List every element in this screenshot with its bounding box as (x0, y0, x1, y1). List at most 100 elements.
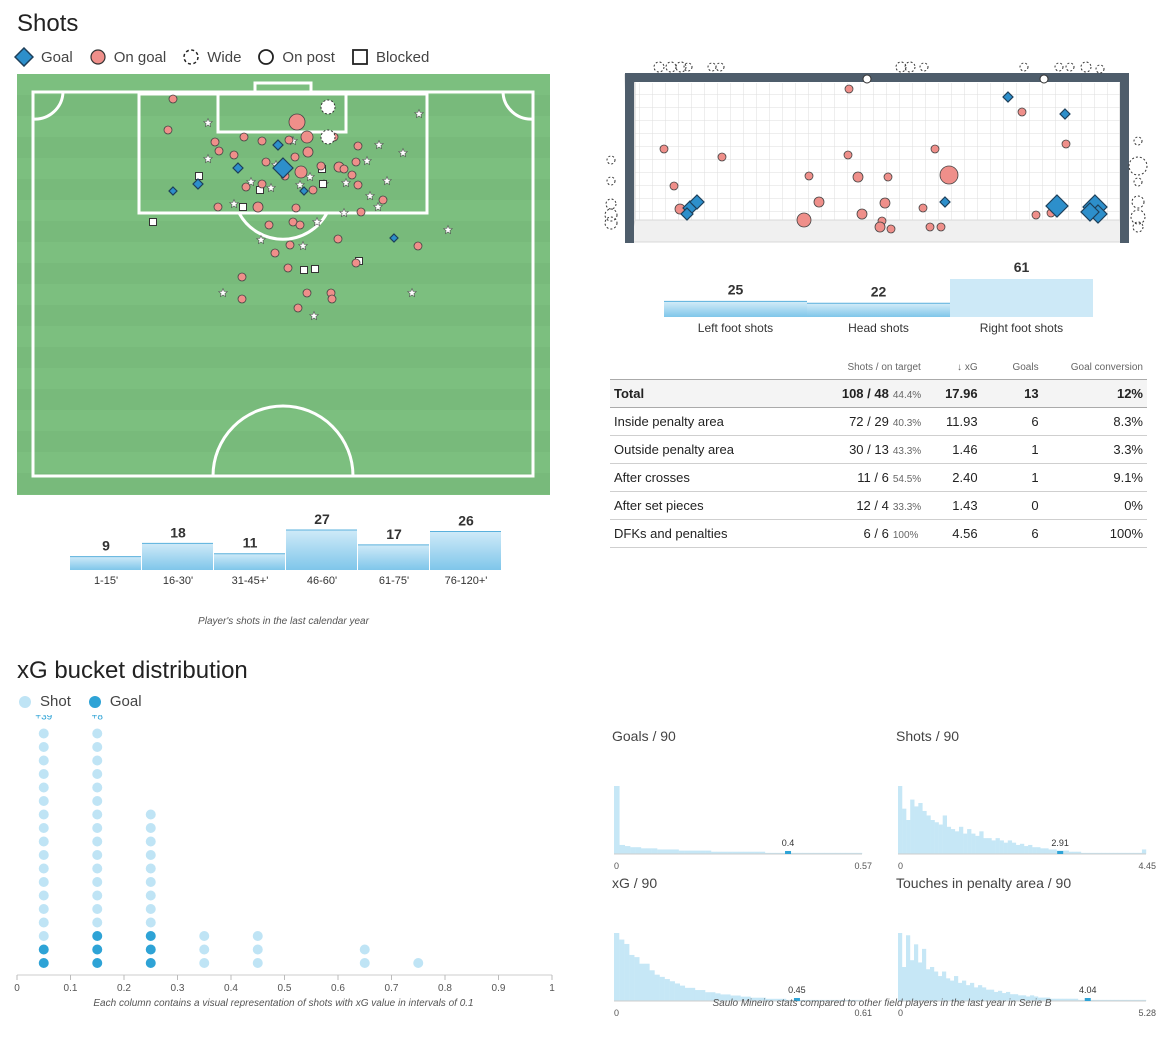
histogram-bar (755, 997, 761, 1001)
histogram-bar (826, 999, 832, 1001)
histogram-bar (898, 933, 903, 1001)
on-goal-shot-marker (288, 113, 306, 131)
table-row[interactable]: After crosses 11 / 6 54.5% 2.40 1 9.1% (610, 463, 1147, 492)
histogram-bar (700, 850, 706, 854)
histogram-bar (938, 824, 943, 854)
histogram-bar (1006, 991, 1011, 1001)
on-goal-shot-marker (669, 181, 679, 191)
histogram-bar (995, 838, 1000, 854)
xg-shot-dot (38, 742, 49, 752)
histogram-bar (978, 985, 983, 1001)
time-bar[interactable] (286, 530, 357, 570)
legend-blocked[interactable]: Blocked (351, 48, 429, 66)
on-target-pct: 100% (892, 530, 919, 541)
histogram-bar (922, 948, 927, 1001)
table-row[interactable]: Outside penalty area 30 / 13 43.3% 1.46 1 3.3… (610, 435, 1147, 464)
xg-tick-label: 0 (14, 983, 20, 994)
time-bar[interactable] (430, 531, 501, 570)
time-bar-label: 76-120+' (445, 575, 488, 587)
xg-shot-dot (92, 877, 103, 887)
xg-shot-dot (92, 769, 103, 779)
histogram-bar (705, 850, 712, 854)
wide-shot-marker (406, 287, 418, 298)
on-goal-shot-marker (936, 222, 946, 232)
table-row[interactable]: Inside penalty area 72 / 29 40.3% 11.93 6 8.3… (610, 407, 1147, 436)
histogram-bar (918, 803, 923, 854)
xg-overflow-label: +39 (35, 715, 52, 723)
legend-goal[interactable]: Goal (14, 47, 73, 67)
histogram-bar (1014, 994, 1019, 1001)
xg-shot-dot (38, 836, 49, 847)
legend-shot[interactable]: Shot (17, 693, 71, 710)
time-bar-value: 26 (458, 512, 474, 528)
table-row[interactable]: DFKs and penalties 6 / 6 100% 4.56 6 100% (610, 519, 1147, 548)
histogram-bar (679, 985, 686, 1001)
on-goal-shot-marker (327, 294, 337, 304)
on-goal-shot-marker (925, 222, 935, 232)
dot-dark-icon (88, 695, 101, 708)
time-bar[interactable] (70, 556, 141, 570)
col-shots-on-target[interactable]: Shots / on target (847, 362, 921, 373)
foot-bar[interactable] (807, 303, 950, 317)
histogram-bar (1094, 999, 1099, 1001)
on-goal-shot-marker (213, 202, 223, 212)
histogram-bar (651, 848, 658, 854)
time-bar[interactable] (214, 553, 285, 570)
on-goal-shot-marker (843, 150, 853, 160)
histogram-bar (1058, 998, 1063, 1001)
col-conversion[interactable]: Goal conversion (1070, 362, 1143, 373)
legend-goal-dot[interactable]: Goal (87, 693, 142, 710)
wide-shot-marker (320, 129, 336, 145)
histogram-bar (721, 851, 728, 854)
histogram-bar (624, 846, 631, 854)
row-label: After set pieces (610, 491, 790, 520)
legend-on-goal-label: On goal (113, 48, 167, 66)
table-row[interactable]: After set pieces 12 / 4 33.3% 1.43 0 0% (610, 491, 1147, 520)
goal-shot-markers (659, 84, 1108, 234)
histogram-bar (987, 838, 992, 854)
shots-caption: Player's shots in the last calendar year (198, 616, 369, 627)
legend-on-goal[interactable]: On goal (89, 48, 167, 66)
col-xg[interactable]: ↓ xG (957, 362, 978, 373)
on-goal-shot-marker (339, 164, 349, 174)
wide-shot-marker (245, 176, 257, 187)
left-post (625, 73, 634, 243)
histogram-bar (764, 852, 771, 854)
foot-bar[interactable] (950, 279, 1093, 317)
histogram-bar (851, 852, 857, 854)
histogram-bar (1070, 998, 1075, 1001)
legend-on-post[interactable]: On post (257, 48, 335, 66)
row-xg: 4.56 (924, 519, 982, 548)
goal-shot-marker (389, 233, 399, 243)
col-goals[interactable]: Goals (1012, 362, 1039, 373)
on-goal-shot-marker (347, 170, 357, 180)
xg-shot-dot (145, 890, 156, 901)
histogram-bar (1138, 999, 1143, 1001)
histogram-bar (662, 849, 669, 854)
player-marker (793, 998, 800, 1001)
xg-shot-dot (38, 755, 49, 766)
legend-wide[interactable]: Wide (182, 48, 241, 66)
xg-shot-dot (92, 742, 103, 752)
histogram-bar (1089, 852, 1094, 854)
histogram-bar (715, 993, 721, 1001)
square-outline-icon (352, 49, 368, 65)
time-bar[interactable] (358, 544, 429, 570)
histogram-bar (624, 943, 630, 1001)
on-goal-shot-marker (351, 258, 361, 268)
xg-shot-dot (38, 877, 49, 887)
histogram-bar (760, 997, 767, 1001)
xg-shot-dot (145, 850, 156, 860)
xg-goal-dot (145, 958, 156, 968)
foot-bar[interactable] (664, 301, 807, 317)
table-row[interactable]: Total 108 / 48 44.4% 17.96 13 12% (610, 379, 1147, 408)
histogram-bar (659, 976, 665, 1001)
histogram-bar (1129, 852, 1135, 854)
on-goal-shot-marker (804, 171, 814, 181)
histogram-bar (639, 963, 645, 1001)
histogram-bar (754, 851, 760, 854)
post-shot-markers (862, 74, 1049, 84)
wide-shot-marker (338, 207, 350, 218)
xg-bucket-chart: 0 0.1 0.2 0.3 0.4 0.5 0.6 0.7 0.8 0.9 1 +39 +8 (14, 715, 555, 994)
time-bar[interactable] (142, 543, 213, 570)
